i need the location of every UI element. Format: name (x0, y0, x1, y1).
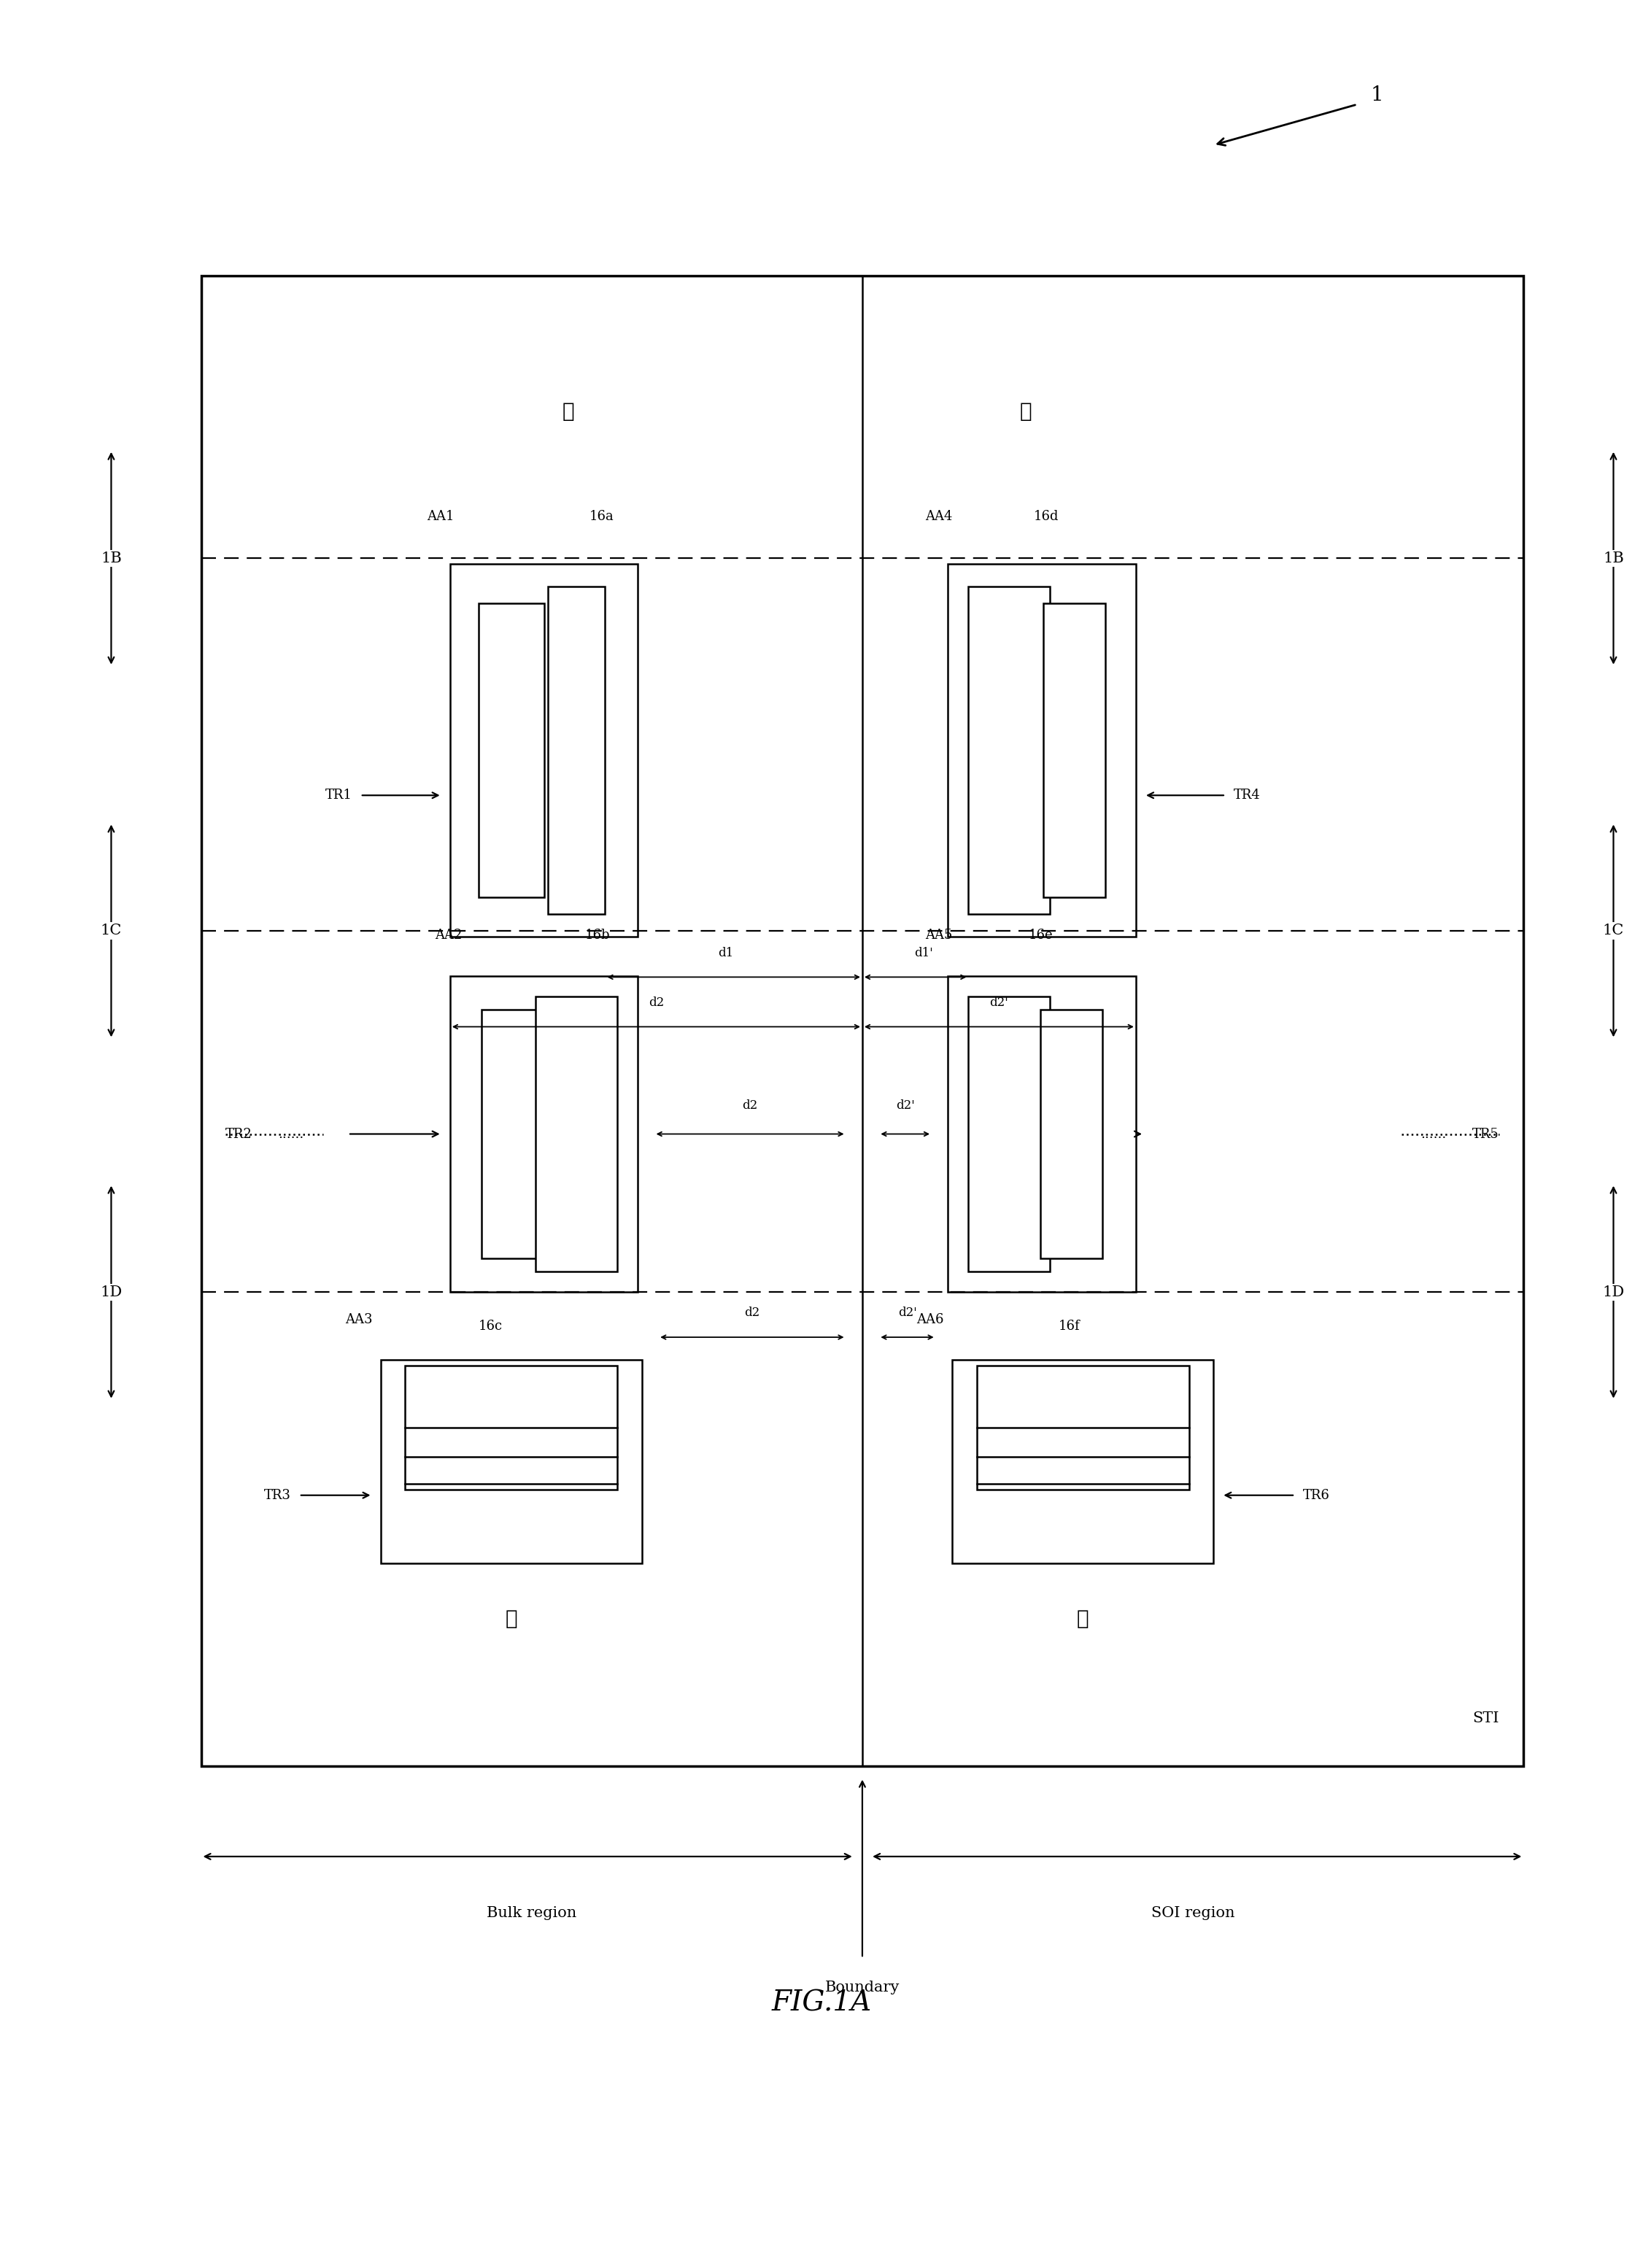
Bar (968, 587, 1050, 914)
Text: TR6: TR6 (1303, 1488, 1331, 1501)
Text: AA5: AA5 (925, 930, 953, 941)
Text: TR3: TR3 (265, 1488, 291, 1501)
Text: TR4: TR4 (1234, 789, 1260, 803)
Bar (549, 587, 605, 914)
Text: Boundary: Boundary (825, 1980, 900, 1994)
Bar (536, 996, 618, 1272)
Text: Bulk region: Bulk region (486, 1905, 577, 1921)
Text: 16e: 16e (1029, 930, 1053, 941)
Bar (948, 565, 1135, 937)
Bar (948, 975, 1135, 1293)
Text: 16c: 16c (478, 1320, 503, 1334)
Text: 16a: 16a (590, 510, 614, 524)
Text: 1D: 1D (100, 1286, 122, 1300)
Text: AA3: AA3 (345, 1313, 373, 1327)
Bar (381, 1361, 642, 1563)
Text: d2': d2' (895, 1100, 915, 1111)
Text: AA1: AA1 (427, 510, 453, 524)
Text: STI: STI (1472, 1712, 1498, 1726)
Text: ......: ...... (1421, 1127, 1447, 1141)
Text: d2: d2 (743, 1100, 757, 1111)
Text: d2: d2 (744, 1306, 759, 1320)
Bar (406, 1365, 618, 1490)
Text: 16b: 16b (585, 930, 610, 941)
Bar (1043, 603, 1106, 896)
Text: d2': d2' (897, 1306, 917, 1320)
Text: 1C: 1C (100, 923, 122, 937)
Text: 16f: 16f (1058, 1320, 1079, 1334)
Text: AA2: AA2 (435, 930, 462, 941)
Bar (953, 1361, 1214, 1563)
Bar (968, 996, 1050, 1272)
Bar (200, 277, 1523, 1767)
Text: d2': d2' (989, 996, 1009, 1009)
Text: ⋮: ⋮ (1020, 401, 1032, 422)
Text: 1C: 1C (1604, 923, 1625, 937)
Text: TR2: TR2 (225, 1127, 253, 1141)
Text: d1': d1' (914, 946, 933, 959)
Bar (450, 565, 637, 937)
Text: FIG.1A: FIG.1A (772, 1989, 871, 2016)
Text: 1D: 1D (1602, 1286, 1625, 1300)
Bar (450, 975, 637, 1293)
Bar (1040, 1009, 1102, 1259)
Text: TR5: TR5 (1472, 1127, 1498, 1141)
Text: ⋮: ⋮ (562, 401, 575, 422)
Bar (478, 603, 544, 896)
Text: ⋮: ⋮ (1076, 1610, 1089, 1628)
Text: 1B: 1B (1604, 551, 1623, 565)
Text: SOI region: SOI region (1152, 1905, 1236, 1921)
Text: ......: ...... (278, 1127, 304, 1141)
Text: TR1: TR1 (325, 789, 352, 803)
Text: 1B: 1B (100, 551, 122, 565)
Bar (976, 1365, 1190, 1490)
Text: 16d: 16d (1033, 510, 1060, 524)
Text: 1: 1 (1370, 86, 1383, 104)
Text: d2: d2 (649, 996, 664, 1009)
Text: d1: d1 (718, 946, 733, 959)
Text: AA4: AA4 (925, 510, 953, 524)
Bar (481, 1009, 547, 1259)
Text: AA6: AA6 (917, 1313, 945, 1327)
Text: ⋮: ⋮ (504, 1610, 518, 1628)
